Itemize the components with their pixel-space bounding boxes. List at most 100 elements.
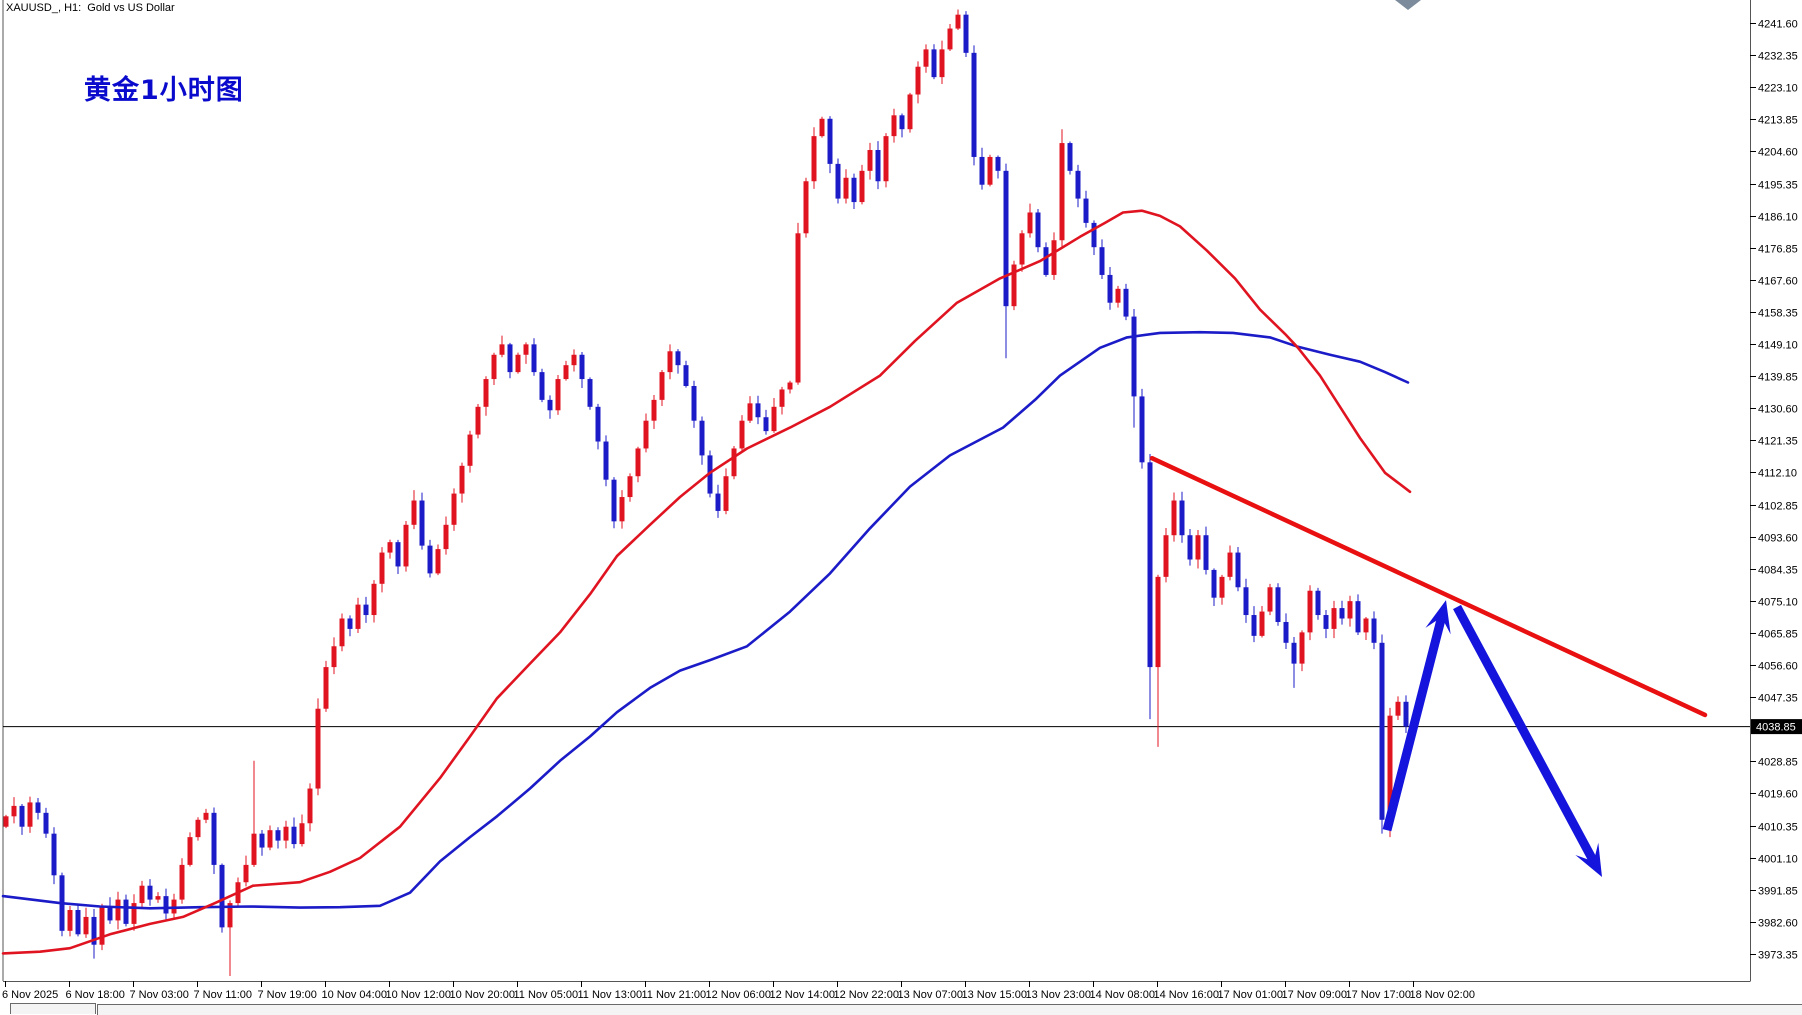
candle-body — [1091, 222, 1097, 248]
candle-body — [1387, 715, 1393, 820]
candle-body — [291, 826, 297, 845]
candle-body — [651, 399, 657, 421]
candle-body — [1011, 264, 1017, 307]
price-tick-label: 4158.35 — [1758, 308, 1798, 320]
price-tick-label: 4167.60 — [1758, 276, 1798, 288]
candle-body — [539, 372, 545, 400]
candle-body — [747, 403, 753, 421]
candle-body — [459, 465, 465, 494]
price-tick-label: 4195.35 — [1758, 180, 1798, 192]
arrow-head-icon — [1575, 842, 1602, 878]
candle-body — [707, 455, 713, 494]
time-tick-label: 11 Nov 05:00 — [514, 989, 579, 1001]
candle-body — [427, 545, 433, 574]
candle-body — [683, 365, 689, 386]
bottom-panel-frame — [97, 1004, 1802, 1015]
candle-body — [1251, 615, 1257, 636]
price-tick-label: 4010.35 — [1758, 822, 1798, 834]
candle-body — [1163, 535, 1169, 577]
candle-body — [275, 830, 281, 841]
candle-body — [979, 156, 985, 185]
candle-body — [403, 524, 409, 567]
bottom-panel-tab[interactable] — [10, 1003, 96, 1014]
candle-body — [1203, 535, 1209, 570]
candle-body — [795, 233, 801, 383]
candle-body — [675, 351, 681, 366]
candle-body — [243, 864, 249, 883]
arrow-shaft — [1382, 616, 1446, 832]
candle-body — [363, 604, 369, 616]
candle-body — [891, 115, 897, 137]
projection-arrow-down[interactable] — [1453, 604, 1602, 878]
projection-arrow-up[interactable] — [1382, 600, 1451, 832]
time-tick-label: 17 Nov 17:00 — [1346, 989, 1411, 1001]
candle-body — [611, 479, 617, 522]
price-tick-label: 3982.60 — [1758, 918, 1798, 930]
candle-body — [1219, 576, 1225, 598]
chart-annotation-text[interactable]: 黄金1小时图 — [84, 75, 244, 106]
price-tick-label: 4075.10 — [1758, 597, 1798, 609]
price-tick-label: 4149.10 — [1758, 340, 1798, 352]
candle-body — [931, 49, 937, 78]
candle-body — [1395, 701, 1401, 716]
candle-body — [827, 118, 833, 164]
candle-body — [667, 351, 673, 373]
candle-body — [315, 708, 321, 789]
moving-average-fast-red[interactable] — [1, 209, 1412, 955]
candle-body — [211, 812, 217, 865]
price-tick-label: 3991.85 — [1758, 886, 1798, 898]
chevron-down-icon[interactable] — [1395, 0, 1421, 10]
candle-body — [355, 604, 361, 629]
candle-body — [507, 344, 513, 373]
time-tick-label: 7 Nov 11:00 — [194, 989, 253, 1001]
time-scale[interactable]: 6 Nov 2025 6 Nov 18:00 7 Nov 03:00 7 Nov 11… — [2, 981, 1475, 1001]
candle-body — [659, 372, 665, 400]
candle-body — [483, 379, 489, 407]
resistance-trendline[interactable] — [1149, 455, 1708, 718]
candle-body — [1363, 618, 1369, 633]
candle-body — [731, 448, 737, 477]
price-tick-label: 4139.85 — [1758, 372, 1798, 384]
candle-body — [875, 150, 881, 182]
current-price-badge: 4038.85 — [1751, 719, 1802, 735]
candle-body — [987, 156, 993, 185]
candle-body — [1035, 212, 1041, 248]
candle-body — [323, 667, 329, 709]
time-tick-label: 12 Nov 22:00 — [834, 989, 899, 1001]
candle-body — [1067, 143, 1073, 171]
candle-body — [1275, 587, 1281, 622]
candle-body — [779, 389, 785, 407]
candle-body — [691, 385, 697, 421]
candle-body — [803, 181, 809, 234]
arrow-shaft — [1453, 604, 1598, 864]
candle-body — [923, 49, 929, 67]
price-tick-label: 4065.85 — [1758, 629, 1798, 641]
price-tick-label: 4121.35 — [1758, 436, 1798, 448]
candle-body — [1027, 212, 1033, 234]
moving-average-slow-blue[interactable] — [1, 330, 1410, 910]
candle-body — [3, 816, 9, 827]
candle-body — [179, 864, 185, 900]
price-scale[interactable]: 4241.60 4232.35 4223.10 4213.85 4204.60 4195.… — [1750, 19, 1798, 962]
price-tick-label: 4223.10 — [1758, 83, 1798, 95]
candle-body — [1291, 642, 1297, 664]
candle-body — [1155, 576, 1161, 668]
price-tick-label: 4019.60 — [1758, 789, 1798, 801]
candle-body — [523, 344, 529, 355]
price-tick-label: 4204.60 — [1758, 147, 1798, 159]
candle-body — [395, 542, 401, 567]
time-tick-label: 7 Nov 19:00 — [258, 989, 317, 1001]
candle-body — [1267, 587, 1273, 612]
candle-body — [387, 542, 393, 553]
chart-axes[interactable] — [2, 0, 1751, 982]
candle-body — [307, 788, 313, 824]
candle-body — [587, 379, 593, 407]
candle-body — [1043, 247, 1049, 275]
time-tick-label: 14 Nov 16:00 — [1154, 989, 1219, 1001]
candle-body — [1259, 611, 1265, 636]
candle-body — [379, 552, 385, 584]
candle-body — [283, 826, 289, 841]
candle-body — [547, 399, 553, 411]
